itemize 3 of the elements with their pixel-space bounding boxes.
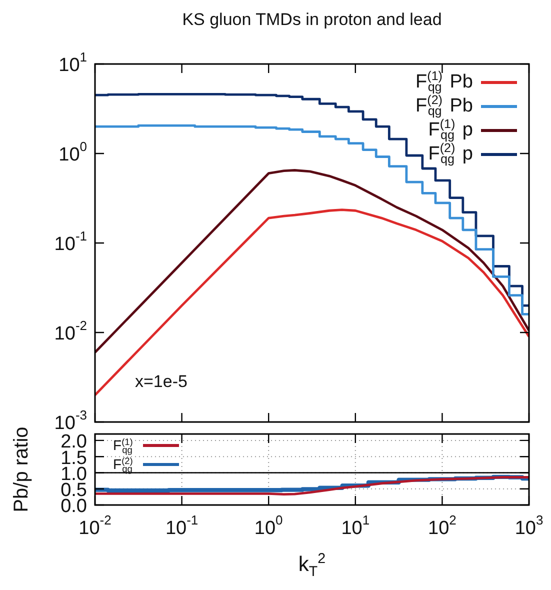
y-axis-title: Pb/p ratio xyxy=(10,426,34,512)
annotation: x=1e-5 xyxy=(135,372,188,392)
chart-title: KS gluon TMDs in proton and lead xyxy=(181,10,443,30)
